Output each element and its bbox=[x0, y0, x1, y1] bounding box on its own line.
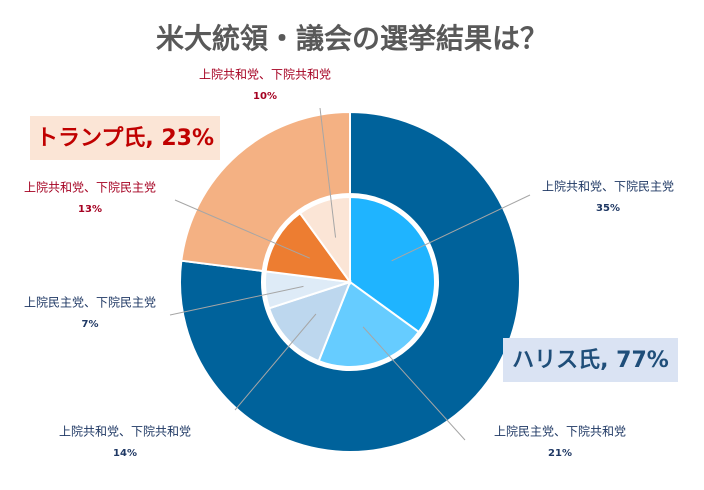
outer-label: ハリス氏, 77% bbox=[512, 348, 669, 373]
leader-line bbox=[319, 107, 337, 238]
inner-slice bbox=[298, 195, 351, 286]
inner-value-label: 10% bbox=[253, 91, 277, 102]
outer-label: トランプ氏, 23% bbox=[36, 126, 214, 151]
inner-label: 上院共和党、下院民主党 bbox=[542, 179, 674, 194]
outer-slice bbox=[179, 110, 521, 453]
inner-label: 上院共和党、下院共和党 bbox=[59, 424, 191, 439]
inner-label: 上院共和党、下院共和党 bbox=[199, 67, 331, 82]
inner-label: 上院民主党、下院民主党 bbox=[24, 295, 156, 310]
inner-slice bbox=[317, 280, 421, 368]
inner-value-label: 14% bbox=[113, 448, 137, 459]
inner-value-label: 21% bbox=[548, 448, 572, 459]
inner-label: 上院共和党、下院民主党 bbox=[24, 180, 156, 195]
leader-line bbox=[169, 285, 304, 316]
inner-slice bbox=[349, 195, 436, 334]
leader-line bbox=[234, 313, 317, 411]
outer-slice bbox=[180, 110, 351, 273]
inner-label: 上院民主党、下院共和党 bbox=[494, 424, 626, 439]
leader-line bbox=[362, 326, 466, 441]
outer-label-box bbox=[503, 338, 678, 382]
inner-value-label: 7% bbox=[82, 319, 99, 330]
leader-line bbox=[174, 199, 310, 259]
leader-line bbox=[391, 194, 531, 262]
chart-title: 米大統領・議会の選挙結果は？ bbox=[156, 22, 548, 55]
inner-value-label: 35% bbox=[596, 203, 620, 214]
inner-slice bbox=[264, 211, 353, 284]
outer-label-box bbox=[30, 116, 220, 160]
inner-value-label: 13% bbox=[78, 204, 102, 215]
